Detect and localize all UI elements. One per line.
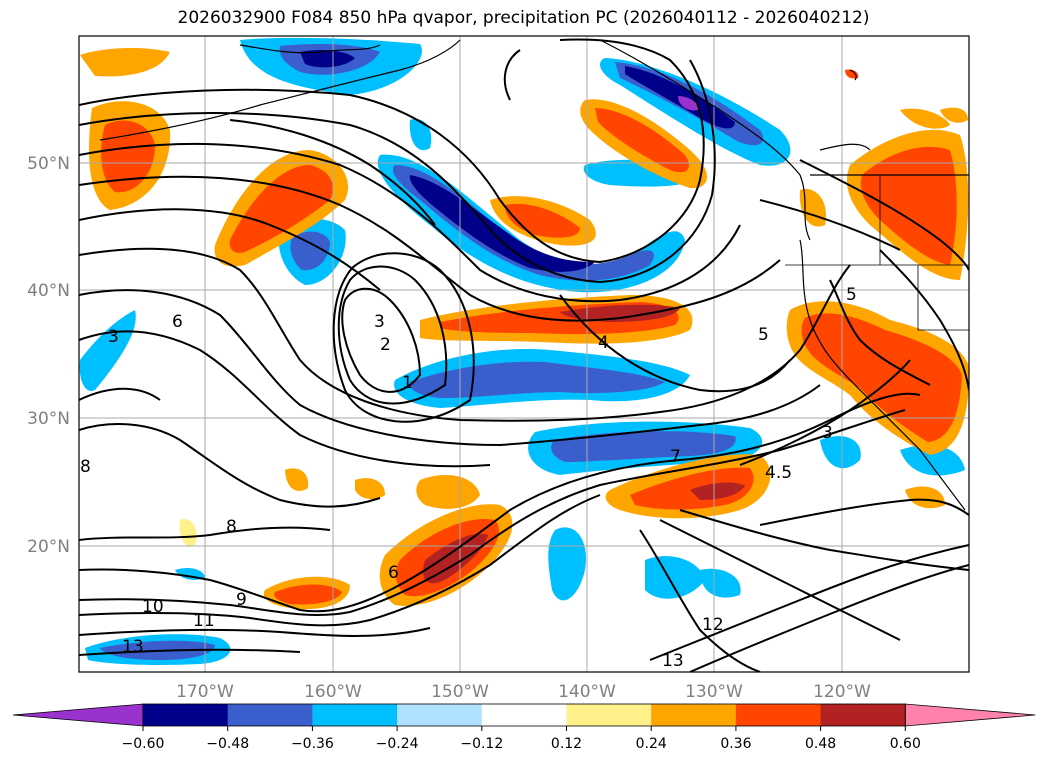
contour-label: 9	[236, 590, 247, 610]
lon-label-140w: 140°W	[558, 682, 616, 702]
colorbar-tick-label: 0.36	[720, 736, 751, 752]
map-border	[78, 35, 970, 673]
map-gridlines	[79, 36, 969, 672]
state-borders	[785, 175, 969, 331]
contour-label: 5	[758, 325, 769, 345]
contour-label: 6	[172, 312, 183, 332]
colorbar-segment	[481, 704, 567, 726]
colorbar-segment	[397, 704, 483, 726]
colorbar-tick-label: −0.36	[291, 736, 334, 752]
contour-label: 12	[702, 615, 724, 635]
colorbar-ticks: −0.60 −0.48 −0.36 −0.24 −0.12 0.12 0.24 0.36 0.4…	[122, 726, 921, 752]
latitude-labels: 50°N 40°N 30°N 20°N	[27, 154, 70, 557]
colorbar-tick-label: 0.12	[551, 736, 582, 752]
colorbar-segment	[312, 704, 398, 726]
figure-title: 2026032900 F084 850 hPa qvapor, precipit…	[177, 8, 870, 28]
colorbar-tick-label: −0.24	[376, 736, 419, 752]
gulf-alaska-coast	[599, 39, 811, 241]
contour-label: 7	[670, 447, 681, 467]
west-coast	[799, 239, 966, 511]
colorbar-tick-label: 0.24	[636, 736, 667, 752]
alaska-peninsula-coast	[99, 39, 461, 141]
lon-label-120w: 120°W	[813, 682, 871, 702]
lat-label-50n: 50°N	[27, 154, 70, 174]
lat-label-20n: 20°N	[27, 537, 70, 557]
contour-label: 11	[193, 611, 215, 631]
lon-label-160w: 160°W	[304, 682, 362, 702]
contour-labels: 3 6 2 3 1 4 5 5 7 3 4.5 8 9 10 11 6 12 1…	[80, 285, 857, 671]
colorbar-segment	[735, 704, 822, 726]
contour-label: 8	[226, 517, 237, 537]
contour-label: 1	[402, 373, 413, 393]
contour-label: 3	[822, 423, 833, 443]
colorbar-segment	[566, 704, 652, 726]
colorbar-tick-label: 0.48	[805, 736, 836, 752]
colorbar-segment	[143, 704, 229, 726]
qvapor-contours	[79, 38, 969, 672]
contour-label: 8	[80, 457, 91, 477]
longitude-labels: 170°W 160°W 150°W 140°W 130°W 120°W	[176, 682, 871, 702]
contour-label: 13	[662, 651, 684, 671]
colorbar	[12, 703, 1036, 727]
lat-label-30n: 30°N	[27, 409, 70, 429]
contour-label: 13	[122, 637, 144, 657]
contour-label: 4.5	[765, 463, 792, 483]
coastlines	[99, 39, 969, 511]
lon-label-150w: 150°W	[431, 682, 489, 702]
contour-label: 6	[388, 563, 399, 583]
colorbar-tick-label: 0.60	[890, 736, 921, 752]
contour-label: 5	[846, 285, 857, 305]
colorbar-extend-min	[12, 703, 144, 727]
colorbar-segment	[820, 704, 906, 726]
lat-label-40n: 40°N	[27, 281, 70, 301]
contour-label: 3	[374, 312, 385, 332]
lon-label-170w: 170°W	[176, 682, 234, 702]
contour-label: 3	[108, 327, 119, 347]
colorbar-tick-label: −0.60	[122, 736, 165, 752]
colorbar-extend-max	[904, 703, 1036, 727]
colorbar-segment	[227, 704, 313, 726]
colorbar-tick-label: −0.12	[460, 736, 503, 752]
contour-label: 4	[598, 333, 609, 353]
contour-label: 2	[380, 335, 391, 355]
colorbar-tick-label: −0.48	[206, 736, 249, 752]
colorbar-border	[142, 703, 906, 727]
contour-label: 10	[142, 597, 164, 617]
lon-label-130w: 130°W	[685, 682, 743, 702]
colorbar-segment	[651, 704, 737, 726]
